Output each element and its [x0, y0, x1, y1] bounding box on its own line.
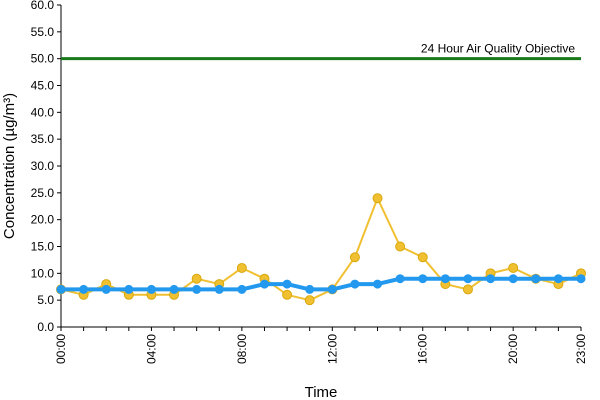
- series-1-point: [395, 241, 406, 252]
- series-1-point: [417, 252, 428, 263]
- x-tick-label: 12:00: [325, 334, 339, 364]
- series-2-point: [169, 284, 179, 294]
- series-1-point: [508, 262, 519, 273]
- y-tick-label: 30.0: [31, 159, 55, 173]
- y-tick-label: 10.0: [31, 266, 55, 280]
- series-2-point: [124, 284, 134, 294]
- series-2-point: [101, 284, 111, 294]
- series-2-point: [237, 284, 247, 294]
- y-tick-label: 40.0: [31, 105, 55, 119]
- y-tick-label: 35.0: [31, 132, 55, 146]
- series-2-point: [440, 274, 450, 284]
- x-tick-label: 20:00: [506, 334, 520, 364]
- y-tick-label: 5.0: [37, 293, 54, 307]
- series-2-point: [418, 274, 428, 284]
- x-tick-label: 00:00: [54, 334, 68, 364]
- reference-line-group: 24 Hour Air Quality Objective: [61, 42, 581, 61]
- x-axis-title: Time: [305, 384, 338, 400]
- series-1-point: [304, 295, 315, 306]
- x-axis-ticks: 00:00 04:00 08:00 12:00 16:00 20:00 23:00: [54, 327, 588, 364]
- y-tick-label: 45.0: [31, 79, 55, 93]
- series-1-point: [349, 252, 360, 263]
- y-axis-ticks: 0.0 5.0 10.0 15.0 20.0 25.0 30.0 35.0 40.0 45.0 50…: [31, 0, 61, 334]
- series-2-point: [576, 274, 586, 284]
- series-2-point: [373, 279, 383, 289]
- x-tick-label: 16:00: [416, 334, 430, 364]
- series-2-point: [327, 284, 337, 294]
- series-2-point: [350, 279, 360, 289]
- series-1-line: [60, 197, 582, 302]
- series-2-point: [79, 284, 89, 294]
- y-tick-label: 55.0: [31, 25, 55, 39]
- series-1-point: [282, 289, 293, 300]
- series-2-point: [214, 284, 224, 294]
- series-2-point: [56, 284, 66, 294]
- series-1-point: [372, 193, 383, 204]
- series-group: [56, 193, 586, 306]
- x-tick-label: 04:00: [144, 334, 158, 364]
- series-2-point: [463, 274, 473, 284]
- series-2-point: [305, 284, 315, 294]
- x-tick-label: 08:00: [235, 334, 249, 364]
- series-2-point: [282, 279, 292, 289]
- y-tick-label: 60.0: [31, 0, 55, 12]
- series-2-point: [553, 274, 563, 284]
- series-2-point: [508, 274, 518, 284]
- series-1-point: [191, 273, 202, 284]
- series-1-point: [462, 284, 473, 295]
- series-2: [56, 274, 586, 294]
- y-axis-title: Concentration (µg/m³): [1, 93, 18, 239]
- series-2-point: [146, 284, 156, 294]
- y-tick-label: 20.0: [31, 213, 55, 227]
- series-2-point: [531, 274, 541, 284]
- series-2-point: [259, 279, 269, 289]
- series-1-point: [236, 262, 247, 273]
- series-2-point: [192, 284, 202, 294]
- series-2-line: [61, 276, 581, 292]
- x-tick-label: 23:00: [574, 334, 588, 364]
- series-2-point: [395, 274, 405, 284]
- series-2-point: [486, 274, 496, 284]
- y-tick-label: 0.0: [37, 320, 54, 334]
- y-tick-label: 25.0: [31, 186, 55, 200]
- y-tick-label: 50.0: [31, 52, 55, 66]
- y-tick-label: 15.0: [31, 240, 55, 254]
- air-quality-objective-label: 24 Hour Air Quality Objective: [421, 42, 575, 56]
